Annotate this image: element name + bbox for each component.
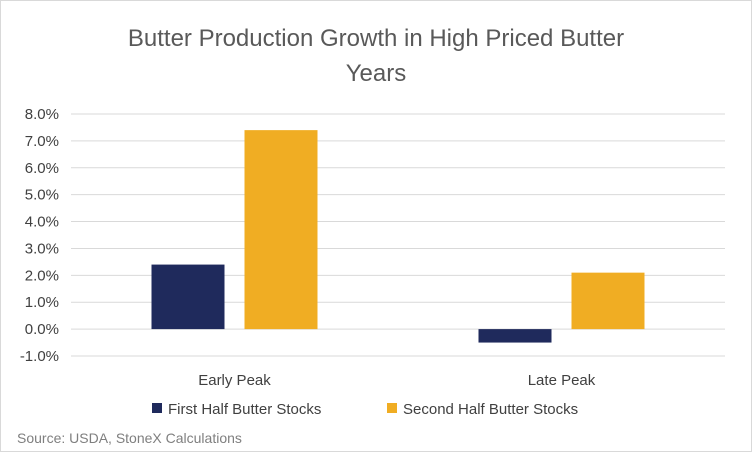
legend: First Half Butter Stocks Second Half Butt… — [152, 401, 578, 418]
x-axis-categories: Early Peak Late Peak — [198, 372, 596, 389]
bars — [151, 130, 645, 343]
source-note: Source: USDA, StoneX Calculations — [17, 430, 242, 446]
y-tick-label: 7.0% — [25, 133, 59, 150]
y-tick-label: 3.0% — [25, 240, 59, 257]
bar-series-1-cat-1 — [571, 272, 645, 330]
x-category-label: Early Peak — [198, 372, 271, 389]
y-tick-label: 6.0% — [25, 160, 59, 177]
x-category-label: Late Peak — [528, 372, 596, 389]
legend-swatch-0 — [152, 403, 162, 413]
chart-title-line-2: Years — [346, 60, 407, 87]
bar-series-0-cat-1 — [478, 329, 552, 343]
y-tick-label: 0.0% — [25, 321, 59, 338]
legend-label-1: Second Half Butter Stocks — [403, 401, 578, 418]
bar-series-0-cat-0 — [151, 264, 225, 330]
chart-title-line-1: Butter Production Growth in High Priced … — [128, 25, 624, 52]
y-tick-label: 2.0% — [25, 267, 59, 284]
y-tick-label: 5.0% — [25, 187, 59, 204]
legend-label-0: First Half Butter Stocks — [168, 401, 321, 418]
bar-series-1-cat-0 — [244, 130, 318, 330]
y-tick-label: 8.0% — [25, 106, 59, 123]
y-tick-label: 4.0% — [25, 214, 59, 231]
y-axis-ticks: 8.0% 7.0% 6.0% 5.0% 4.0% 3.0% 2.0% 1.0% 0.0% -1.0… — [20, 106, 59, 365]
y-tick-label: 1.0% — [25, 294, 59, 311]
y-tick-label: -1.0% — [20, 348, 59, 365]
legend-swatch-1 — [387, 403, 397, 413]
chart-title: Butter Production Growth in High Priced … — [128, 25, 624, 87]
